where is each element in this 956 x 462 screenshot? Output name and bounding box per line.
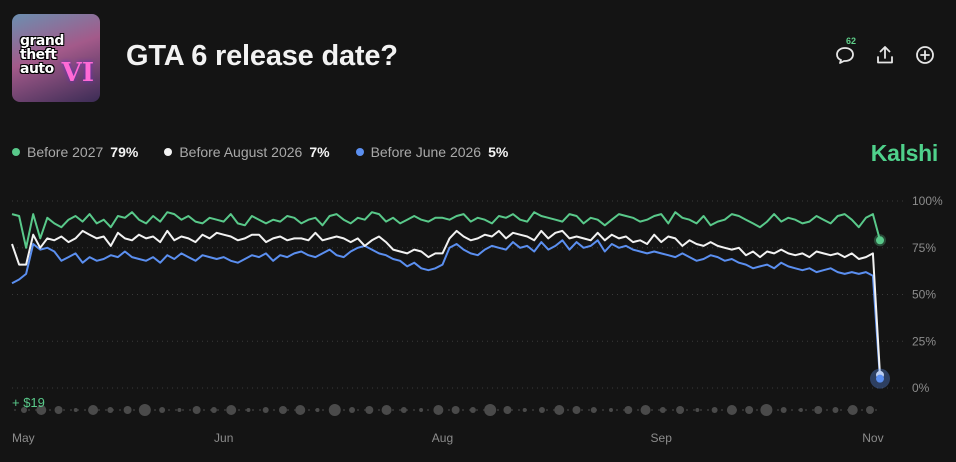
volume-dot	[36, 405, 47, 415]
market-thumbnail: grand theft auto VI	[12, 14, 100, 102]
header-actions: 62	[834, 36, 936, 66]
add-icon	[916, 46, 934, 64]
legend-dot	[12, 148, 20, 156]
volume-dot	[210, 407, 217, 413]
x-tick-label: Sep	[651, 431, 673, 445]
x-tick-label: Jun	[214, 431, 233, 445]
legend-item-before-august-2026[interactable]: Before August 2026 7%	[164, 144, 330, 160]
volume-dot	[726, 405, 737, 415]
x-tick-label: May	[12, 431, 35, 445]
volume-dot	[192, 406, 201, 414]
volume-dot	[780, 407, 787, 413]
kalshi-logo: Kalshi	[870, 140, 939, 166]
volume-dot	[832, 407, 839, 413]
legend-dot	[164, 148, 173, 156]
volume-dot	[538, 407, 545, 413]
legend-value: 79%	[110, 144, 139, 160]
x-tick-label: Aug	[432, 431, 453, 445]
volume-dot	[590, 407, 597, 413]
volume-dot	[328, 404, 341, 416]
volume-dot	[159, 407, 166, 413]
volume-dot	[349, 407, 356, 413]
volume-dot	[659, 407, 666, 413]
series-end-marker	[876, 236, 884, 245]
volume-dot	[419, 408, 424, 412]
series-line	[11, 229, 881, 375]
volume-dot	[798, 408, 803, 412]
volume-dot	[640, 405, 651, 415]
chart-legend: Before 2027 79% Before August 2026 7% Be…	[12, 144, 508, 160]
volume-dot	[572, 406, 581, 414]
volume-dot	[365, 406, 374, 414]
legend-value: 5%	[488, 144, 509, 160]
legend-label: Before 2027	[27, 144, 104, 160]
y-tick-label: 0%	[912, 381, 930, 395]
share-button[interactable]	[874, 44, 896, 66]
legend-dot	[355, 148, 364, 156]
volume-dot	[433, 405, 444, 415]
legend-label: Before August 2026	[179, 144, 303, 160]
volume-dot	[381, 405, 392, 415]
volume-dot	[745, 406, 754, 414]
series-line	[11, 211, 881, 249]
volume-dot	[138, 404, 151, 416]
y-tick-label: 25%	[912, 334, 936, 348]
comment-button[interactable]: 62	[834, 36, 856, 66]
y-tick-label: 100%	[912, 194, 943, 208]
y-tick-label: 75%	[912, 241, 936, 255]
volume-dot	[400, 407, 407, 413]
series-line	[11, 239, 881, 379]
legend-item-before-june-2026[interactable]: Before June 2026 5%	[355, 144, 509, 160]
volume-dot	[866, 406, 874, 414]
volume-dot	[107, 407, 114, 413]
series-end-marker	[876, 374, 884, 383]
volume-dot	[760, 404, 773, 416]
volume-dot	[278, 406, 287, 414]
y-tick-label: 50%	[912, 288, 936, 302]
legend-item-before-2027[interactable]: Before 2027 79%	[12, 144, 138, 160]
volume-dot	[522, 408, 527, 412]
volume-dot	[814, 406, 823, 414]
volume-dot	[695, 408, 700, 412]
volume-dot	[73, 408, 78, 412]
volume-label: + $19	[12, 395, 45, 410]
volume-dot	[503, 406, 512, 414]
volume-dot	[484, 404, 497, 416]
volume-dot	[554, 405, 565, 415]
volume-dot	[847, 405, 858, 415]
thumbnail-logo-mark: VI	[61, 58, 94, 88]
volume-dot	[451, 406, 460, 414]
legend-value: 7%	[309, 144, 330, 160]
add-button[interactable]	[914, 44, 936, 66]
volume-dot	[295, 405, 306, 415]
volume-dot	[676, 406, 685, 414]
volume-dot	[226, 405, 237, 415]
comment-icon	[836, 47, 854, 64]
comment-count: 62	[846, 36, 857, 46]
volume-dot	[177, 408, 182, 412]
volume-dot	[609, 408, 614, 412]
volume-dot	[711, 407, 718, 413]
page-title: GTA 6 release date?	[126, 40, 398, 72]
volume-dot	[315, 408, 320, 412]
volume-dot	[123, 406, 132, 414]
volume-dot	[54, 406, 63, 414]
volume-dot	[469, 407, 476, 413]
volume-dot	[624, 406, 633, 414]
thumbnail-logo-text: grand theft auto	[20, 33, 64, 77]
share-icon	[877, 46, 893, 64]
legend-label: Before June 2026	[370, 144, 482, 160]
volume-dot	[246, 408, 251, 412]
volume-dot	[21, 407, 27, 413]
volume-dot	[262, 407, 269, 413]
x-tick-label: Nov	[862, 431, 883, 445]
volume-dot	[88, 405, 99, 415]
